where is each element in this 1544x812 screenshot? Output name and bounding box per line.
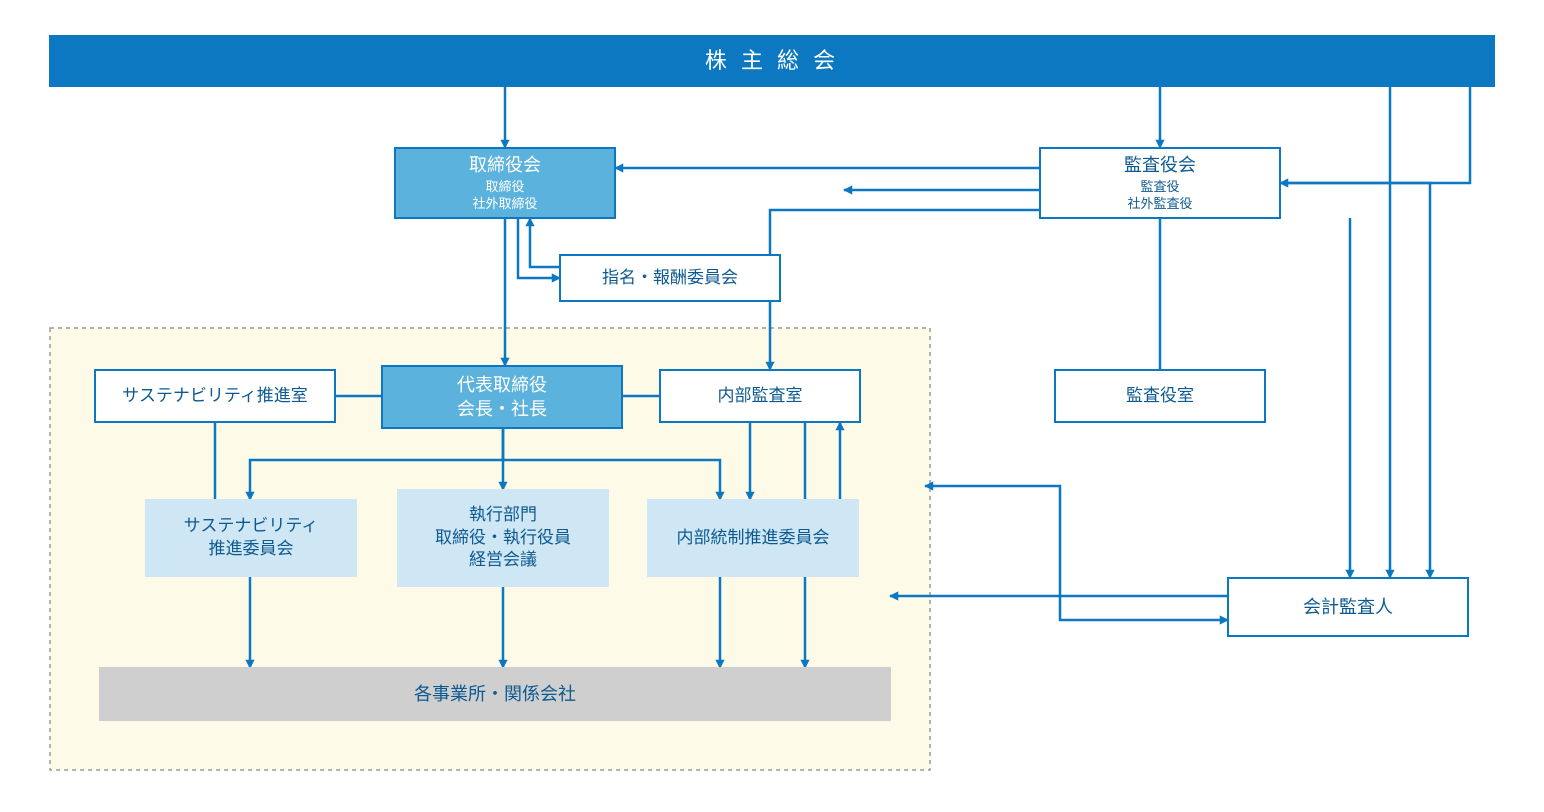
node-sust_com-line-0: サステナビリティ <box>184 515 319 538</box>
node-nomcom-line-0: 指名・報酬委員会 <box>602 267 738 290</box>
node-sust_com: サステナビリティ推進委員会 <box>146 500 356 576</box>
node-exec-line-0: 執行部門 <box>469 504 537 527</box>
node-board-line-2: 社外取締役 <box>472 195 537 213</box>
node-exec-line-2: 経営会議 <box>469 549 537 572</box>
node-audit_office: 監査役室 <box>1055 370 1265 422</box>
node-ic_com: 内部統制推進委員会 <box>648 500 858 576</box>
node-ext_auditor: 会計監査人 <box>1228 578 1468 636</box>
node-ceo-line-0: 代表取締役 <box>457 373 547 397</box>
node-ext_auditor-line-0: 会計監査人 <box>1303 595 1393 619</box>
node-ceo-line-1: 会長・社長 <box>457 397 547 421</box>
node-audit_office-line-0: 監査役室 <box>1126 385 1194 408</box>
node-exec-line-1: 取締役・執行役員 <box>435 527 571 550</box>
node-sust_office: サステナビリティ推進室 <box>95 370 335 422</box>
node-sites-line-0: 各事業所・関係会社 <box>414 682 576 706</box>
node-nomcom: 指名・報酬委員会 <box>560 255 780 301</box>
node-exec: 執行部門取締役・執行役員経営会議 <box>398 490 608 586</box>
node-sust_com-line-1: 推進委員会 <box>209 538 294 561</box>
node-auditboard-line-1: 監査役 <box>1140 178 1179 196</box>
node-top-line-0: 株 主 総 会 <box>705 46 839 76</box>
node-sust_office-line-0: サステナビリティ推進室 <box>122 385 308 408</box>
node-sites: 各事業所・関係会社 <box>100 668 890 720</box>
node-ic_com-line-0: 内部統制推進委員会 <box>677 527 830 550</box>
node-board: 取締役会取締役社外取締役 <box>395 148 615 218</box>
node-auditboard: 監査役会監査役社外監査役 <box>1040 148 1280 218</box>
node-internal_audit-line-0: 内部監査室 <box>718 385 803 408</box>
node-auditboard-line-2: 社外監査役 <box>1127 195 1192 213</box>
node-internal_audit: 内部監査室 <box>660 370 860 422</box>
node-auditboard-line-0: 監査役会 <box>1124 153 1196 177</box>
node-top: 株 主 総 会 <box>50 36 1494 86</box>
node-board-line-0: 取締役会 <box>469 153 541 177</box>
node-board-line-1: 取締役 <box>485 178 524 196</box>
node-ceo: 代表取締役会長・社長 <box>382 366 622 428</box>
